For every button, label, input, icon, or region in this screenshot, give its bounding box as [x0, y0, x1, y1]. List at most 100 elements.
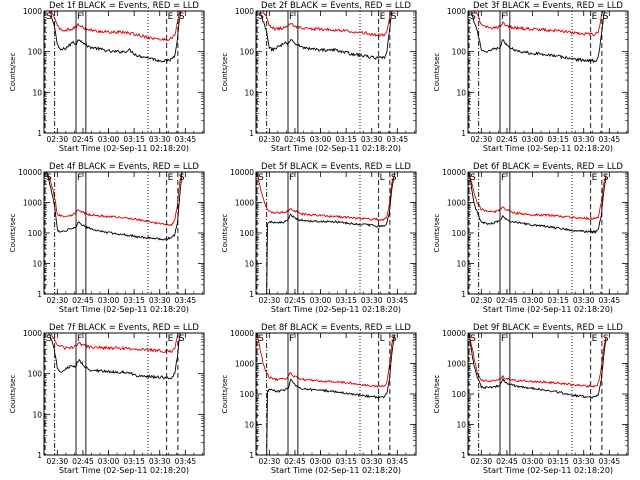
y-tick-label: 1000 — [235, 199, 254, 208]
y-tick-label: 1 — [37, 290, 42, 299]
series-black-line — [48, 333, 181, 380]
y-axis-label: Counts/sec — [433, 214, 441, 253]
y-tick-label: 1000 — [447, 199, 466, 208]
panel-title: Det 2f BLACK = Events, RED = LLD — [261, 1, 411, 11]
x-tick-label: 02:30 — [471, 135, 493, 144]
x-tick-label: 03:45 — [599, 135, 621, 144]
x-tick-label: 03:00 — [522, 457, 544, 466]
marker-label: S — [46, 334, 52, 344]
y-tick-label: 10000 — [18, 168, 42, 177]
x-tick-label: 03:00 — [98, 135, 120, 144]
y-tick-label: 1 — [249, 290, 254, 299]
series-red-line — [256, 333, 395, 389]
series-red-line — [46, 172, 183, 227]
marker-label: S — [46, 173, 52, 183]
marker-label: F — [501, 12, 506, 22]
panel-title: Det 5f BLACK = Events, RED = LLD — [261, 162, 411, 172]
y-axis-label: Counts/sec — [433, 53, 441, 92]
y-tick-label: 1000 — [447, 7, 466, 16]
x-tick-label: 02:45 — [284, 296, 306, 305]
x-tick-label: 02:45 — [284, 457, 306, 466]
y-tick-label: 100 — [240, 48, 255, 57]
marker-label: S — [258, 334, 264, 344]
y-tick-label: 10 — [32, 260, 42, 269]
marker-label: F — [289, 12, 294, 22]
panel-title: Det 9f BLACK = Events, RED = LLD — [473, 323, 623, 333]
x-tick-label: 03:15 — [547, 457, 569, 466]
series-black-line — [266, 335, 396, 455]
y-tick-label: 10000 — [442, 168, 466, 177]
series-red-line — [468, 172, 607, 221]
x-tick-label: 03:30 — [149, 457, 171, 466]
marker-label: S — [179, 173, 185, 183]
marker-label: S — [470, 173, 476, 183]
panel-title: Det 4f BLACK = Events, RED = LLD — [49, 162, 199, 172]
y-tick-label: 10 — [244, 260, 254, 269]
panel-title: Det 7f BLACK = Events, RED = LLD — [49, 323, 199, 333]
x-tick-label: 03:30 — [149, 296, 171, 305]
x-tick-label: 02:45 — [72, 135, 94, 144]
series-black-line — [48, 11, 182, 63]
x-axis-label: Start Time (02-Sep-11 02:18:20) — [483, 466, 613, 475]
y-tick-label: 1 — [461, 451, 466, 460]
panel-title: Det 6f BLACK = Events, RED = LLD — [473, 162, 623, 172]
panel-title: Det 3f BLACK = Events, RED = LLD — [473, 1, 623, 11]
series-red-line — [468, 333, 607, 388]
x-tick-label: 02:45 — [72, 296, 94, 305]
marker-label: E — [168, 173, 174, 183]
y-tick-label: 10 — [456, 421, 466, 430]
y-tick-label: 100 — [28, 48, 43, 57]
x-tick-label: 02:45 — [284, 135, 306, 144]
x-axis-label: Start Time (02-Sep-11 02:18:20) — [59, 305, 189, 314]
marker-label: F — [501, 334, 506, 344]
marker-label: F — [77, 173, 82, 183]
x-tick-label: 03:45 — [387, 457, 409, 466]
y-tick-label: 1000 — [447, 360, 466, 369]
series-black-line — [266, 172, 396, 294]
x-tick-label: 02:30 — [259, 135, 281, 144]
y-tick-label: 1000 — [235, 360, 254, 369]
x-tick-label: 03:45 — [599, 457, 621, 466]
marker-label: S — [603, 173, 609, 183]
x-tick-label: 03:15 — [335, 296, 357, 305]
x-tick-label: 02:30 — [259, 457, 281, 466]
series-red-line — [473, 11, 604, 36]
marker-label: S — [46, 12, 52, 22]
y-tick-label: 100 — [240, 229, 255, 238]
marker-label: E — [380, 12, 386, 22]
x-tick-label: 03:30 — [573, 135, 595, 144]
marker-label: S — [258, 12, 264, 22]
y-tick-label: 10 — [456, 260, 466, 269]
y-axis-label: Counts/sec — [9, 375, 17, 414]
x-axis-label: Start Time (02-Sep-11 02:18:20) — [271, 305, 401, 314]
y-tick-label: 1000 — [23, 199, 42, 208]
x-tick-label: 02:30 — [47, 457, 69, 466]
plot-frame — [43, 10, 205, 134]
y-tick-label: 1 — [249, 129, 254, 138]
y-tick-label: 1000 — [23, 329, 42, 338]
y-tick-label: 10 — [32, 88, 42, 97]
y-tick-label: 100 — [452, 48, 467, 57]
x-tick-label: 03:15 — [123, 457, 145, 466]
marker-label: F — [289, 173, 294, 183]
x-axis-label: Start Time (02-Sep-11 02:18:20) — [59, 144, 189, 153]
x-tick-label: 03:00 — [310, 135, 332, 144]
x-tick-label: 03:00 — [98, 457, 120, 466]
y-axis-label: Counts/sec — [9, 53, 17, 92]
marker-label: S — [391, 334, 397, 344]
x-tick-label: 03:15 — [123, 135, 145, 144]
y-tick-label: 100 — [240, 390, 255, 399]
x-tick-label: 03:30 — [361, 135, 383, 144]
x-tick-label: 03:00 — [522, 135, 544, 144]
x-axis-label: Start Time (02-Sep-11 02:18:20) — [271, 144, 401, 153]
marker-label: S — [470, 334, 476, 344]
x-tick-label: 03:15 — [335, 457, 357, 466]
marker-label: E — [592, 12, 598, 22]
x-tick-label: 02:45 — [496, 296, 518, 305]
series-red-line — [50, 333, 179, 354]
series-red-line — [256, 172, 395, 221]
